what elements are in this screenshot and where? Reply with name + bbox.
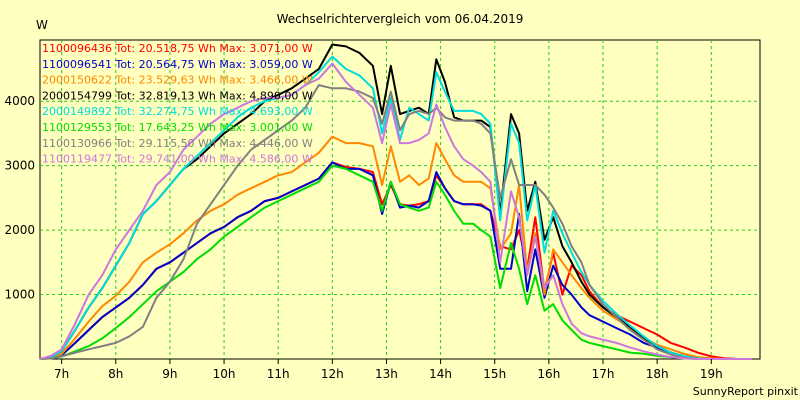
x-tick-label: 17h bbox=[592, 367, 615, 381]
series-line-1100129553 bbox=[39, 164, 752, 360]
x-tick-label: 14h bbox=[429, 367, 452, 381]
y-tick-label: 4000 bbox=[4, 94, 35, 108]
y-tick-label: 2000 bbox=[4, 223, 35, 237]
chart-title: Wechselrichtervergleich vom 06.04.2019 bbox=[277, 12, 524, 26]
y-axis-ticks: 1000 2000 3000 4000 bbox=[4, 94, 35, 301]
x-tick-label: 12h bbox=[321, 367, 344, 381]
series-line-1100130966 bbox=[39, 84, 752, 360]
legend-entry-1100096436: 1100096436 Tot: 20.518,75 Wh Max: 3.071,… bbox=[42, 42, 313, 55]
x-tick-label: 16h bbox=[537, 367, 560, 381]
series-lines bbox=[39, 43, 752, 360]
legend-entry-1100119477: 1100119477 Tot: 29.741,00 Wh Max: 4.586,… bbox=[42, 153, 313, 166]
gridlines bbox=[40, 40, 760, 359]
series-line-1100096541 bbox=[39, 161, 752, 360]
legend: 1100096436 Tot: 20.518,75 Wh Max: 3.071,… bbox=[42, 42, 313, 166]
x-tick-label: 7h bbox=[54, 367, 69, 381]
x-axis-ticks: 7h 8h 9h 10h 11h 12h 13h 14h 15h 16h 17h 18h 19h bbox=[54, 359, 723, 381]
y-tick-label: 1000 bbox=[4, 288, 35, 302]
legend-entry-1100096541: 1100096541 Tot: 20.564,75 Wh Max: 3.059,… bbox=[42, 58, 313, 71]
legend-entry-2000149892: 2000149892 Tot: 32.274,75 Wh Max: 4.693,… bbox=[42, 105, 313, 118]
series-line-1100119477 bbox=[39, 62, 752, 360]
x-tick-label: 11h bbox=[267, 367, 290, 381]
series-line-2000150622 bbox=[39, 135, 752, 360]
series-line-2000149892 bbox=[39, 55, 752, 360]
x-tick-label: 15h bbox=[483, 367, 506, 381]
x-tick-label: 13h bbox=[375, 367, 398, 381]
x-tick-label: 8h bbox=[108, 367, 123, 381]
legend-entry-2000154799: 2000154799 Tot: 32.819,13 Wh Max: 4.890,… bbox=[42, 89, 313, 102]
footer-credit: SunnyReport pinxit bbox=[693, 385, 799, 398]
plot-area bbox=[39, 39, 761, 360]
legend-entry-1100129553: 1100129553 Tot: 17.643,25 Wh Max: 3.001,… bbox=[42, 121, 313, 134]
y-axis-label: W bbox=[36, 18, 48, 32]
y-tick-label: 3000 bbox=[4, 159, 35, 173]
legend-entry-2000150622: 2000150622 Tot: 23.529,63 Wh Max: 3.466,… bbox=[42, 74, 313, 87]
x-tick-label: 9h bbox=[162, 367, 177, 381]
x-tick-label: 18h bbox=[646, 367, 669, 381]
legend-entry-1100130966: 1100130966 Tot: 29.115,50 Wh Max: 4.446,… bbox=[42, 137, 313, 150]
x-tick-label: 10h bbox=[213, 367, 236, 381]
x-tick-label: 19h bbox=[700, 367, 723, 381]
